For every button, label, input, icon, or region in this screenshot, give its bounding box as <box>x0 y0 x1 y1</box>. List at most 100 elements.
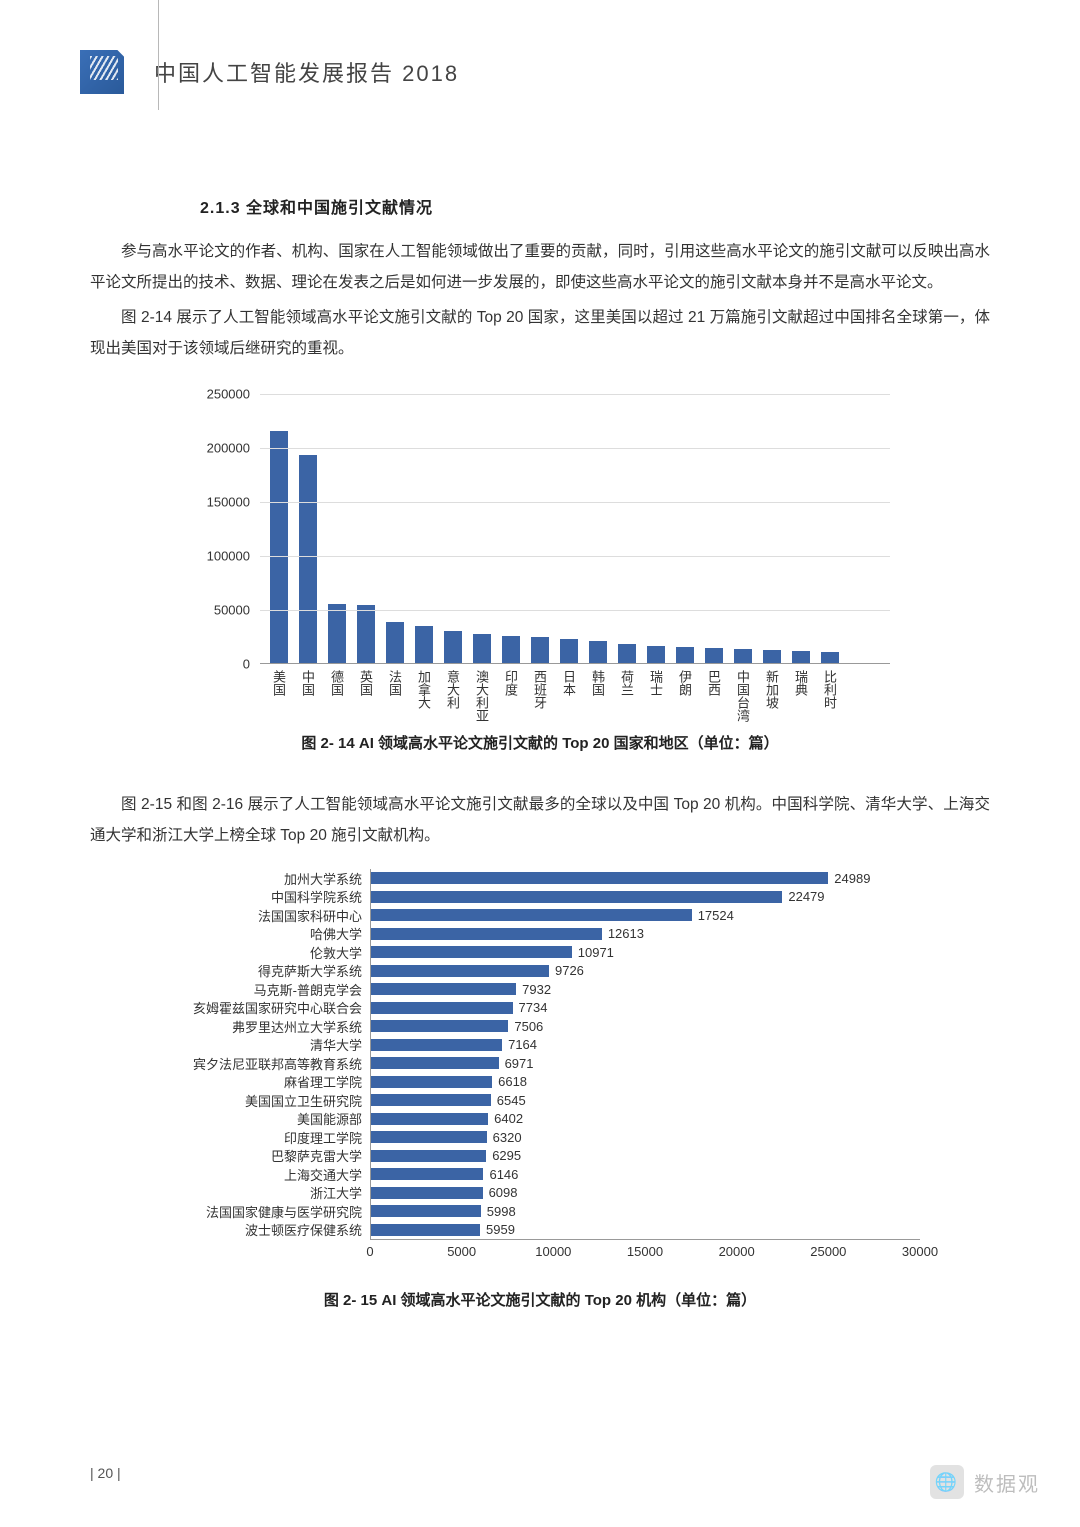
chart2-label: 法国国家健康与医学研究院 <box>160 1202 370 1221</box>
watermark-text: 数据观 <box>974 1468 1040 1497</box>
chart2-track: 6402 <box>370 1110 920 1129</box>
chart2-label: 宾夕法尼亚联邦高等教育系统 <box>160 1054 370 1073</box>
chart1-y-tick: 50000 <box>190 603 250 618</box>
chart2-bar <box>371 1224 480 1236</box>
chart1-x-tick: 德国 <box>328 670 346 722</box>
chart2-bar <box>371 1094 491 1106</box>
paragraph-2: 图 2-14 展示了人工智能领域高水平论文施引文献的 Top 20 国家，这里美… <box>90 302 990 364</box>
chart2-value: 7734 <box>519 1000 548 1015</box>
chart2-track: 7164 <box>370 1036 920 1055</box>
chart2-bar <box>371 1187 483 1199</box>
chart1-bar <box>502 636 520 663</box>
chart1-x-tick: 巴西 <box>705 670 723 722</box>
chart2-value: 24989 <box>834 871 870 886</box>
doc-title: 中国人工智能发展报告 2018 <box>154 56 459 88</box>
logo-icon <box>80 50 124 94</box>
chart1-x-tick: 英国 <box>357 670 375 722</box>
chart1-x-labels: 美国中国德国英国法国加拿大意大利澳大利亚印度西班牙日本韩国荷兰瑞士伊朗巴西中国台… <box>260 664 890 722</box>
section-number: 2.1.3 <box>200 200 241 217</box>
chart2-bar <box>371 891 782 903</box>
chart2-label: 浙江大学 <box>160 1183 370 1202</box>
chart-2-15: 加州大学系统24989中国科学院系统22479法国国家科研中心17524哈佛大学… <box>160 869 920 1263</box>
chart2-track: 6146 <box>370 1165 920 1184</box>
chart2-value: 6295 <box>492 1148 521 1163</box>
chart2-label: 法国国家科研中心 <box>160 906 370 925</box>
chart2-value: 6146 <box>489 1167 518 1182</box>
chart2-x-tick: 10000 <box>535 1244 571 1259</box>
chart2-value: 6402 <box>494 1111 523 1126</box>
chart1-x-tick: 意大利 <box>444 670 462 722</box>
chart2-x-tick: 25000 <box>810 1244 846 1259</box>
chart2-track: 6098 <box>370 1184 920 1203</box>
chart2-track: 5959 <box>370 1221 920 1240</box>
chart1-bar <box>676 647 694 663</box>
paragraph-1: 参与高水平论文的作者、机构、国家在人工智能领域做出了重要的贡献，同时，引用这些高… <box>90 236 990 298</box>
chart1-bar <box>821 652 839 663</box>
chart1-x-tick: 中国台湾 <box>734 670 752 722</box>
chart2-label: 上海交通大学 <box>160 1165 370 1184</box>
chart2-label: 亥姆霍兹国家研究中心联合会 <box>160 998 370 1017</box>
chart1-x-tick: 西班牙 <box>531 670 549 722</box>
chart2-row: 巴黎萨克雷大学 6295 <box>160 1147 920 1166</box>
chart2-row: 浙江大学 6098 <box>160 1184 920 1203</box>
chart2-row: 中国科学院系统22479 <box>160 888 920 907</box>
chart2-row: 美国能源部 6402 <box>160 1110 920 1129</box>
chart1-x-tick: 伊朗 <box>676 670 694 722</box>
chart2-value: 7164 <box>508 1037 537 1052</box>
chart1-y-tick: 250000 <box>190 387 250 402</box>
chart2-label: 哈佛大学 <box>160 924 370 943</box>
chart2-bar <box>371 1002 513 1014</box>
chart2-x-axis: 050001000015000200002500030000 <box>370 1239 920 1263</box>
chart2-track: 5998 <box>370 1202 920 1221</box>
chart2-label: 中国科学院系统 <box>160 887 370 906</box>
watermark: 🌐 数据观 <box>930 1465 1040 1499</box>
chart2-track: 24989 <box>370 869 920 888</box>
chart2-value: 6320 <box>493 1130 522 1145</box>
watermark-icon: 🌐 <box>930 1465 964 1499</box>
header-divider <box>158 0 159 110</box>
chart2-x-tick: 0 <box>366 1244 373 1259</box>
chart1-bar <box>299 455 317 663</box>
chart2-bar <box>371 1205 481 1217</box>
chart2-bar <box>371 1020 508 1032</box>
chart2-label: 伦敦大学 <box>160 943 370 962</box>
chart2-bar <box>371 1039 502 1051</box>
chart2-value: 9726 <box>555 963 584 978</box>
chart1-bar <box>386 622 404 663</box>
chart2-track: 22479 <box>370 888 920 907</box>
chart2-track: 6545 <box>370 1091 920 1110</box>
chart2-label: 美国能源部 <box>160 1109 370 1128</box>
page: 中国人工智能发展报告 2018 2.1.3 全球和中国施引文献情况 参与高水平论… <box>0 0 1080 1527</box>
chart2-x-tick: 20000 <box>719 1244 755 1259</box>
chart1-bar <box>444 631 462 663</box>
chart2-value: 10971 <box>578 945 614 960</box>
chart2-row: 宾夕法尼亚联邦高等教育系统6971 <box>160 1054 920 1073</box>
chart1-x-tick: 新加坡 <box>763 670 781 722</box>
chart1-bar <box>705 648 723 663</box>
chart2-row: 上海交通大学 6146 <box>160 1165 920 1184</box>
chart2-row: 法国国家健康与医学研究院5998 <box>160 1202 920 1221</box>
chart1-x-tick: 印度 <box>502 670 520 722</box>
chart2-value: 5959 <box>486 1222 515 1237</box>
chart2-track: 12613 <box>370 925 920 944</box>
chart1-x-tick: 美国 <box>270 670 288 722</box>
chart2-label: 巴黎萨克雷大学 <box>160 1146 370 1165</box>
chart2-label: 波士顿医疗保健系统 <box>160 1220 370 1239</box>
chart2-label: 麻省理工学院 <box>160 1072 370 1091</box>
chart2-track: 7506 <box>370 1017 920 1036</box>
chart2-bar <box>371 1113 488 1125</box>
chart2-row: 亥姆霍兹国家研究中心联合会 7734 <box>160 999 920 1018</box>
chart1-x-tick: 中国 <box>299 670 317 722</box>
chart2-row: 清华大学7164 <box>160 1036 920 1055</box>
chart2-row: 波士顿医疗保健系统 5959 <box>160 1221 920 1240</box>
chart2-track: 7734 <box>370 999 920 1018</box>
chart1-y-tick: 100000 <box>190 549 250 564</box>
chart2-value: 6098 <box>489 1185 518 1200</box>
chart1-x-tick: 法国 <box>386 670 404 722</box>
chart2-bar <box>371 1057 499 1069</box>
chart1-bar <box>792 651 810 663</box>
chart2-row: 马克斯-普朗克学会7932 <box>160 980 920 999</box>
chart2-track: 9726 <box>370 962 920 981</box>
chart2-row: 弗罗里达州立大学系统7506 <box>160 1017 920 1036</box>
chart2-row: 印度理工学院6320 <box>160 1128 920 1147</box>
